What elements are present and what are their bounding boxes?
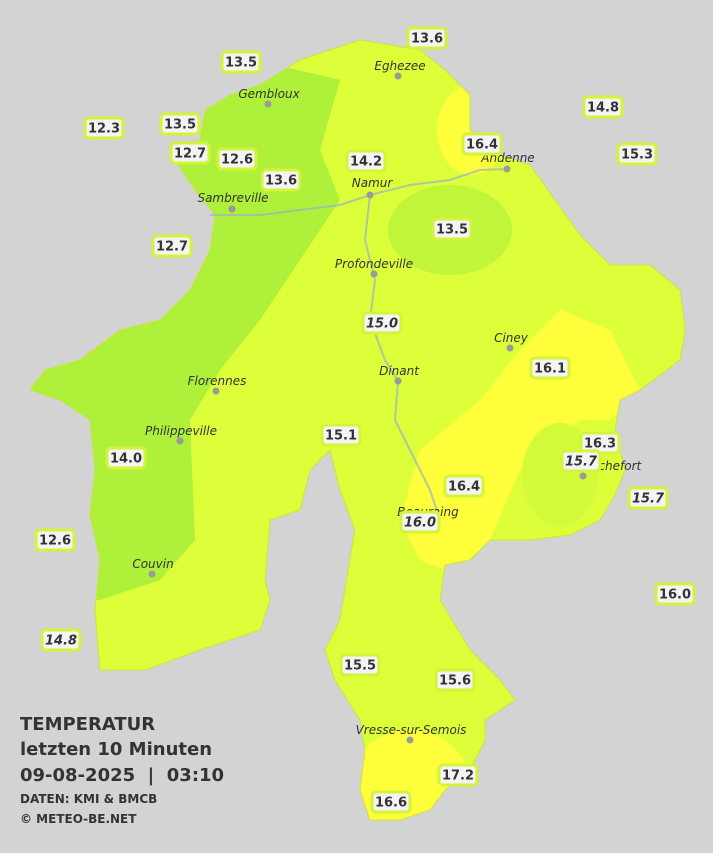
station-box (560, 449, 602, 473)
station-value: 17.2 (442, 769, 474, 784)
station-value: 16.3 (584, 437, 616, 452)
city-label: Gembloux (238, 87, 300, 101)
city-label: Florennes (188, 374, 247, 388)
city-label: Sambreville (197, 191, 268, 205)
station-box (169, 141, 211, 165)
station-box (105, 446, 147, 470)
station-value: 15.5 (344, 659, 376, 674)
station-box (406, 26, 448, 50)
legend-copyright: © METEO-BE.NET (20, 812, 137, 826)
station-value: 15.3 (621, 148, 653, 163)
station-value: 12.6 (221, 153, 253, 168)
city-dot (406, 736, 414, 744)
station-box (437, 763, 479, 787)
station-value: 16.1 (534, 362, 566, 377)
city-label: Vresse-sur-Semois (356, 723, 467, 737)
station-value: 13.6 (265, 174, 297, 189)
station-value: 13.6 (411, 32, 443, 47)
station-box (151, 234, 193, 258)
station-value: 13.5 (164, 118, 196, 133)
city-label: Profondeville (335, 257, 413, 271)
station-value: 16.6 (375, 796, 407, 811)
city-dot (394, 72, 402, 80)
station-value: 13.5 (225, 56, 257, 71)
station-box (220, 50, 262, 74)
legend: TEMPERATUR letzten 10 Minuten 09-08-2025… (20, 714, 224, 826)
station-box (582, 95, 624, 119)
city-dot (228, 205, 236, 213)
station-value: 13.5 (436, 223, 468, 238)
station-value: 14.8 (45, 634, 77, 649)
station-value: 16.4 (448, 480, 480, 495)
city-dot (370, 270, 378, 278)
station-box (159, 112, 201, 136)
city-dot (394, 377, 402, 385)
station-value: 16.0 (659, 588, 691, 603)
city-dot (579, 472, 587, 480)
stations: 13.6 13.5 12.3 13.5 12.7 12.6 13.6 14.2 16.4 14.8… (34, 26, 696, 814)
station-box (40, 628, 82, 652)
city-label: Namur (352, 176, 394, 190)
city-dot (503, 165, 511, 173)
station-box (443, 474, 485, 498)
city-dot (366, 191, 374, 199)
station-value: 15.1 (325, 429, 357, 444)
station-value: 12.6 (39, 534, 71, 549)
station-box (399, 510, 441, 534)
station-value: 14.8 (587, 101, 619, 116)
station-value: 15.7 (565, 455, 598, 470)
legend-datetime: 09-08-2025 | 03:10 (20, 765, 224, 786)
station-value: 15.0 (366, 317, 398, 332)
legend-period: letzten 10 Minuten (20, 739, 212, 760)
station-value: 15.6 (439, 674, 471, 689)
city-label: Eghezee (374, 59, 425, 73)
city-label: Couvin (132, 557, 173, 571)
city-dot (176, 437, 184, 445)
station-box (320, 423, 362, 447)
station-box (434, 668, 476, 692)
station-box (34, 528, 76, 552)
station-value: 16.4 (466, 138, 498, 153)
station-box (431, 217, 473, 241)
station-box (627, 486, 669, 510)
station-value: 12.3 (88, 122, 120, 137)
station-value: 14.2 (350, 155, 382, 170)
cities: EghezeeGemblouxAndenneNamurSambrevillePr… (132, 59, 643, 744)
legend-title: TEMPERATUR (20, 714, 155, 735)
city-label: Ciney (494, 331, 529, 345)
city-dot (506, 344, 514, 352)
station-box (260, 168, 302, 192)
city-dot (264, 100, 272, 108)
station-value: 16.0 (404, 516, 436, 531)
city-dot (148, 570, 156, 578)
station-box (461, 132, 503, 156)
city-label: Philippeville (145, 424, 217, 438)
station-box (654, 582, 696, 606)
station-value: 15.7 (632, 492, 665, 507)
city-dot (212, 387, 220, 395)
station-box (83, 116, 125, 140)
city-label: Dinant (379, 364, 420, 378)
station-box (370, 790, 412, 814)
station-box (361, 311, 403, 335)
station-box (616, 142, 658, 166)
legend-source: DATEN: KMI & BMCB (20, 792, 157, 806)
station-box (339, 653, 381, 677)
station-box (529, 356, 571, 380)
station-box (216, 147, 258, 171)
station-value: 12.7 (156, 240, 188, 255)
station-box (345, 149, 387, 173)
station-value: 14.0 (110, 452, 142, 467)
station-value: 12.7 (174, 147, 206, 162)
